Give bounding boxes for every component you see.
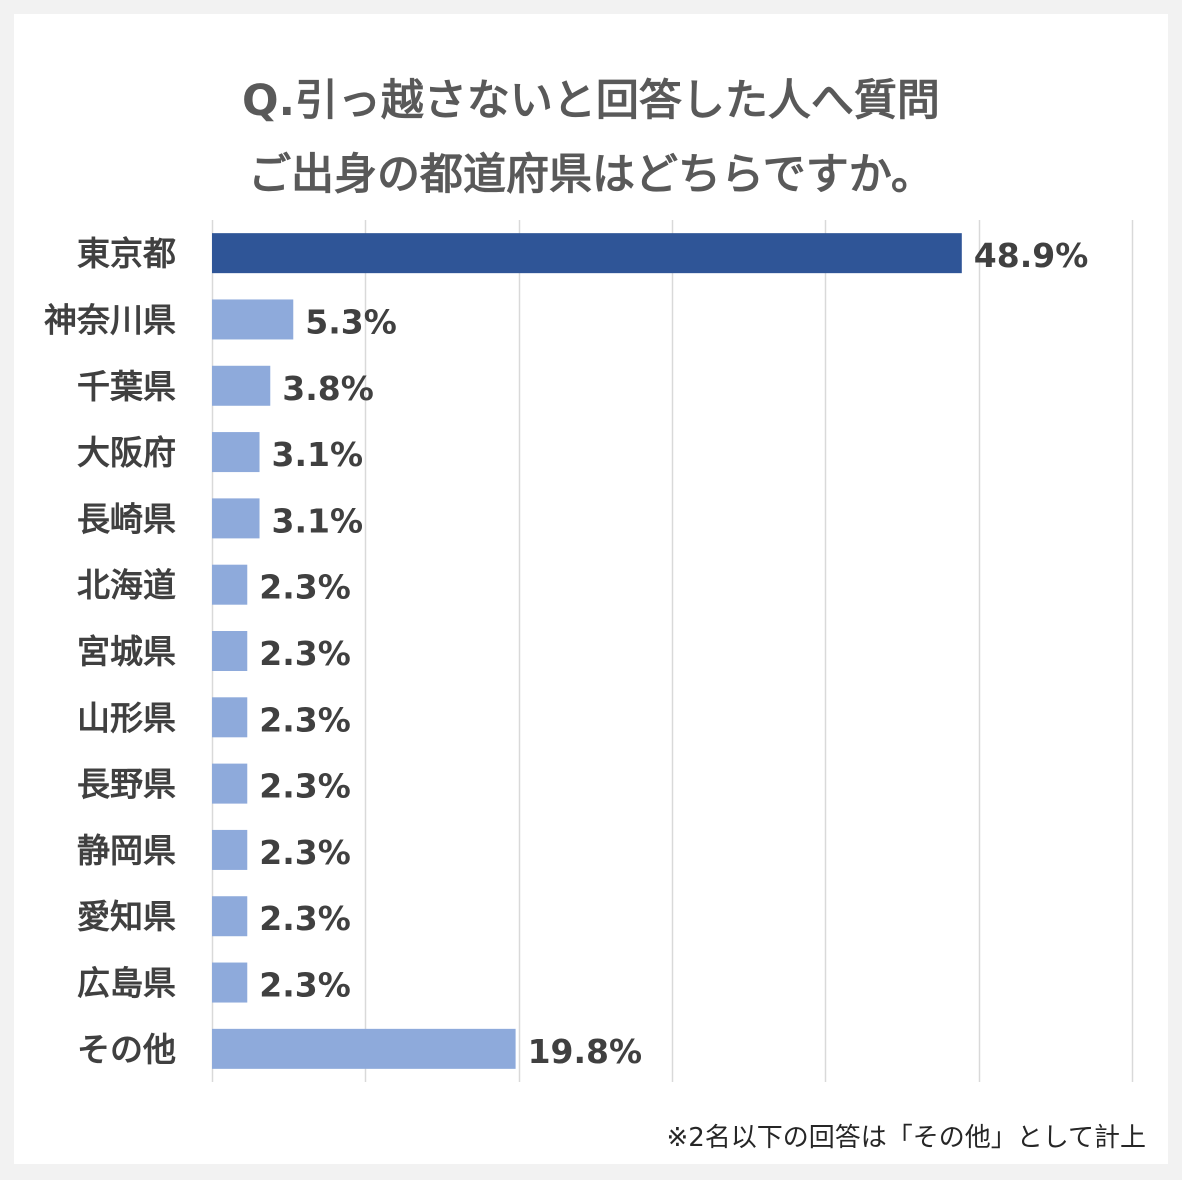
value-label: 2.3% <box>259 899 351 938</box>
gridlines <box>211 220 1134 1082</box>
value-label: 3.1% <box>272 435 364 474</box>
category-label: 愛知県 <box>77 897 176 936</box>
category-label: 宮城県 <box>77 632 176 671</box>
chart-title-line-1: Q.引っ越さないと回答した人へ質問 <box>242 76 940 126</box>
value-label: 2.3% <box>259 568 351 607</box>
category-label: 山形県 <box>77 698 176 737</box>
bar <box>212 233 962 274</box>
value-label: 2.3% <box>259 767 351 806</box>
bar-chart: 東京都 48.9% 神奈川県 5.3% 千葉県 3.8% 大阪府 3.1% 長崎県 3.1% 北海道… <box>44 220 1134 1082</box>
value-label: 48.9% <box>974 236 1089 275</box>
bar <box>212 365 271 406</box>
value-label: 2.3% <box>259 700 351 739</box>
value-label: 3.8% <box>282 369 374 408</box>
bar <box>212 896 248 937</box>
bar <box>212 1028 516 1069</box>
bar <box>212 432 260 473</box>
value-label: 2.3% <box>259 634 351 673</box>
chart-card: Q.引っ越さないと回答した人へ質問 ご出身の都道府県はどちらですか。 東京都 48… <box>14 14 1168 1164</box>
category-label: 北海道 <box>77 566 176 605</box>
bar <box>212 697 248 738</box>
bar <box>212 564 248 605</box>
bar <box>212 829 248 870</box>
category-label: 神奈川県 <box>44 300 176 339</box>
category-label: 長野県 <box>77 765 176 804</box>
value-label: 5.3% <box>305 302 397 341</box>
category-label: 長崎県 <box>77 499 176 538</box>
chart-title: Q.引っ越さないと回答した人へ質問 ご出身の都道府県はどちらですか。 <box>14 64 1168 212</box>
value-label: 2.3% <box>259 966 351 1005</box>
category-label: 静岡県 <box>77 831 176 870</box>
bar <box>212 299 294 340</box>
category-label: その他 <box>77 1030 176 1069</box>
value-label: 3.1% <box>272 501 364 540</box>
category-label: 大阪府 <box>77 433 176 472</box>
chart-title-line-2: ご出身の都道府県はどちらですか。 <box>248 150 934 200</box>
bar <box>212 763 248 804</box>
bar <box>212 498 260 539</box>
category-label: 千葉県 <box>77 367 176 406</box>
category-label: 広島県 <box>77 964 176 1003</box>
footnote: ※2名以下の回答は「その他」として計上 <box>666 1123 1146 1153</box>
value-label: 19.8% <box>528 1032 643 1071</box>
value-label: 2.3% <box>259 833 351 872</box>
category-label: 東京都 <box>77 234 176 273</box>
bar <box>212 962 248 1003</box>
bar <box>212 631 248 671</box>
